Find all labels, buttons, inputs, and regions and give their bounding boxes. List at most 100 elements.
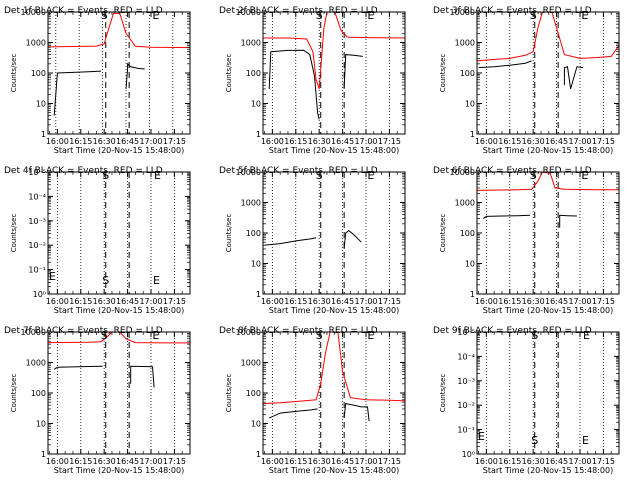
y-tick-label: 10 [251,100,261,109]
x-tick-label: 16:00 [261,457,284,466]
detector-panel-1: Det 1f BLACK = Events, RED = LLDSE110100… [4,6,191,155]
start-marker-label: S [531,434,538,447]
series-line-events [53,365,155,388]
y-tick-label: 10 [465,100,475,109]
panel-title: Det 6f BLACK = Events, RED = LLD [433,166,592,176]
y-tick-label: 10000 [450,168,475,177]
y-tick-label: 10000 [236,168,261,177]
x-axis-label: Start Time (20-Nov-15 15:48:00) [54,146,184,155]
end-marker-label: E [152,9,159,22]
x-tick-label: 16:30 [93,137,116,146]
x-tick-label: 16:00 [475,457,498,466]
y-axis-label: Counts/sec [439,214,447,253]
plot-frame [262,171,406,295]
x-tick-label: 16:15 [69,457,92,466]
y-tick-label: 10⁻⁵ [457,328,475,337]
y-tick-label: 10⁻⁴ [457,352,475,361]
x-tick-label: 16:00 [46,137,69,146]
y-tick-label: 100 [31,389,46,398]
y-axis-label: Counts/sec [225,214,233,253]
plot-frame [262,11,406,135]
x-tick-label: 16:30 [308,457,331,466]
y-tick-label: 1 [470,290,475,299]
x-tick-label: 16:00 [261,137,284,146]
x-axis-label: Start Time (20-Nov-15 15:48:00) [54,466,184,475]
y-tick-label: 1000 [455,199,475,208]
x-tick-label: 16:00 [475,137,498,146]
series-line-events [478,60,584,90]
y-tick-label: 100 [460,229,475,238]
y-axis-label: Counts/sec [10,214,18,253]
x-tick-label: 16:45 [331,457,354,466]
end-marker-label: E [154,169,161,182]
y-tick-label: 10⁻⁵ [28,168,46,177]
start-marker-label: S [102,274,109,287]
x-tick-label: 17:15 [592,457,615,466]
x-tick-label: 16:15 [284,457,307,466]
y-tick-label: 10⁻¹ [457,426,475,435]
x-tick-label: 17:00 [354,457,377,466]
series-line-events [53,62,145,116]
x-tick-label: 17:15 [378,457,401,466]
x-tick-label: 16:45 [116,457,139,466]
x-tick-label: 17:15 [163,457,186,466]
end-marker-label: E [583,329,590,342]
series-line-events [268,49,363,120]
end-marker-label: E [367,329,374,342]
y-axis-label: Counts/sec [439,374,447,413]
end-marker-label: E [367,9,374,22]
y-tick-label: 10⁻³ [457,377,475,386]
y-tick-label: 1000 [241,199,261,208]
y-tick-label: 100 [246,69,261,78]
series-line-lld [476,11,620,62]
detector-panel-5: Det 5f BLACK = Events, RED = LLDSE110100… [219,166,406,315]
y-tick-label: 10⁰ [462,450,475,459]
y-tick-label: 1 [470,130,475,139]
x-tick-label: 17:00 [568,297,591,306]
x-tick-label: 16:45 [545,457,568,466]
end-marker-label: E [367,169,374,182]
x-tick-label: 16:45 [331,137,354,146]
y-tick-label: 1000 [241,39,261,48]
detector-panel-7: Det 7f BLACK = Events, RED = LLDSE110100… [4,326,191,475]
x-tick-label: 17:00 [354,297,377,306]
y-tick-label: 1 [41,450,46,459]
y-tick-label: 10000 [21,8,46,17]
x-tick-label: 17:00 [139,297,162,306]
y-tick-label: 1 [256,290,261,299]
y-tick-label: 10000 [236,8,261,17]
x-tick-label: 17:00 [568,457,591,466]
detector-panel-2: Det 2f BLACK = Events, RED = LLDSE110100… [219,6,406,155]
start-marker-label: S [531,329,538,342]
series-line-lld [476,171,619,191]
end-marker-label: E [152,329,159,342]
panel-title: Det 4f BLACK = Events, RED = LLD [4,166,163,176]
y-tick-label: 1 [256,130,261,139]
panel-title: Det 2f BLACK = Events, RED = LLD [219,6,378,16]
series-line-lld [263,11,406,90]
panel-title: Det 8f BLACK = Events, RED = LLD [219,326,378,336]
x-tick-label: 16:30 [308,137,331,146]
y-tick-label: 10⁻¹ [28,266,46,275]
x-tick-label: 16:30 [93,457,116,466]
y-tick-label: 1000 [26,39,46,48]
y-tick-label: 100 [246,389,261,398]
panel-title: Det 9f BLACK = Events, RED = LLD [433,326,592,336]
x-tick-label: 16:15 [498,457,521,466]
y-axis-label: Counts/sec [225,374,233,413]
end-marker-label: E [478,430,485,443]
x-tick-label: 16:15 [498,297,521,306]
x-tick-label: 16:30 [93,297,116,306]
x-tick-label: 16:45 [116,297,139,306]
x-tick-label: 17:00 [139,137,162,146]
plot-frame [476,331,620,455]
y-tick-label: 10⁻² [457,401,475,410]
x-tick-label: 17:15 [378,297,401,306]
x-tick-label: 17:00 [568,137,591,146]
y-axis-label: Counts/sec [10,374,18,413]
series-line-events [482,214,577,228]
end-marker-label: E [581,169,588,182]
x-tick-label: 17:15 [163,297,186,306]
x-axis-label: Start Time (20-Nov-15 15:48:00) [483,146,613,155]
